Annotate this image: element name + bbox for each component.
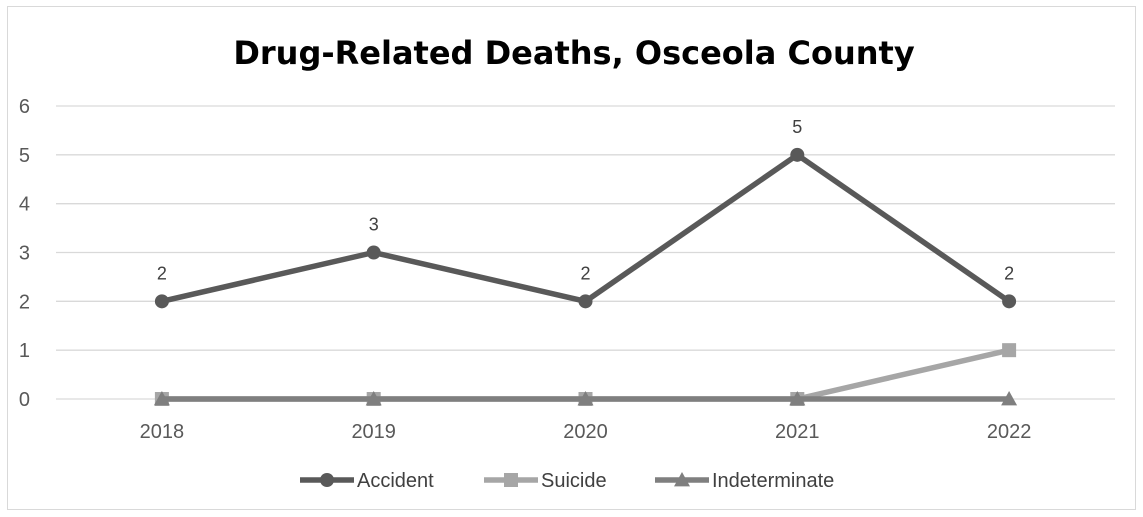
series-indeterminate	[153, 391, 1018, 406]
legend-marker	[504, 473, 518, 487]
data-point-indeterminate	[789, 391, 806, 406]
x-tick-label: 2019	[351, 421, 396, 443]
y-tick-label: 6	[19, 96, 30, 118]
data-label: 2	[157, 263, 167, 283]
gridlines	[56, 105, 1115, 400]
data-point-accident	[578, 294, 593, 309]
data-point-accident	[366, 245, 381, 260]
legend-item-suicide: Suicide	[484, 470, 607, 492]
data-label: 5	[792, 117, 802, 137]
data-label: 2	[1004, 263, 1014, 283]
data-labels: 2 3 2 5 2	[157, 117, 1014, 284]
data-point-accident	[154, 294, 169, 309]
series-accident	[154, 147, 1017, 309]
data-point-suicide	[1002, 343, 1017, 358]
legend-label: Suicide	[541, 470, 607, 492]
y-tick-label: 0	[19, 389, 30, 411]
data-label: 3	[369, 215, 379, 235]
data-point-accident	[790, 147, 805, 162]
data-label: 2	[580, 263, 590, 283]
x-tick-label: 2018	[140, 421, 185, 443]
x-tick-label: 2020	[563, 421, 608, 443]
x-tick-label: 2021	[775, 421, 820, 443]
legend: Accident Suicide Indeterminate	[300, 470, 834, 492]
data-point-indeterminate	[1001, 391, 1018, 406]
chart-title: Drug-Related Deaths, Osceola County	[233, 34, 914, 72]
y-tick-label: 3	[19, 243, 30, 265]
y-tick-label: 5	[19, 145, 30, 167]
data-point-indeterminate	[365, 391, 382, 406]
data-point-indeterminate	[153, 391, 170, 406]
y-tick-label: 2	[19, 291, 30, 313]
y-axis-ticks: 0 1 2 3 4 5 6	[19, 96, 30, 411]
y-tick-label: 4	[19, 194, 30, 216]
data-point-accident	[1002, 294, 1017, 309]
legend-marker	[320, 473, 334, 487]
series-layer	[153, 147, 1018, 406]
x-axis-ticks: 2018 2019 2020 2021 2022	[140, 421, 1032, 443]
legend-item-indeterminate: Indeterminate	[655, 470, 834, 492]
legend-marker	[674, 472, 690, 487]
legend-item-accident: Accident	[300, 470, 434, 492]
data-point-indeterminate	[577, 391, 594, 406]
y-tick-label: 1	[19, 340, 30, 362]
legend-label: Indeterminate	[712, 470, 834, 492]
legend-label: Accident	[357, 470, 434, 492]
x-tick-label: 2022	[987, 421, 1032, 443]
